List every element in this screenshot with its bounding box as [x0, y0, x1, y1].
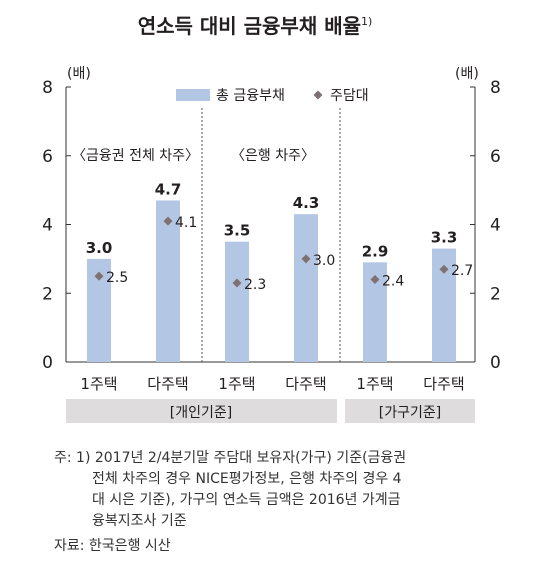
marker-mortgage [301, 254, 311, 264]
y-axis-unit-left: (배) [67, 66, 91, 82]
legend-label-mortgage: 주담대 [330, 88, 369, 104]
chart-title: 연소득 대비 금융부채 배율1) [138, 14, 373, 38]
bar-value-label: 4.7 [155, 180, 182, 198]
bar-total-debt [156, 200, 180, 362]
marker-value-label: 4.1 [175, 215, 197, 231]
y-tick-label-right: 0 [490, 353, 501, 373]
section-label-banks: 〈은행 차주〉 [231, 148, 315, 164]
y-tick-label-left: 0 [42, 353, 53, 373]
marker-value-label: 3.0 [313, 253, 335, 269]
legend-label-total-debt: 총 금융부채 [216, 88, 285, 104]
bar-total-debt [225, 241, 249, 362]
x-category-label: 1주택 [218, 375, 255, 393]
x-category-label: 1주택 [80, 375, 117, 393]
source-note: 자료: 한국은행 시산 [54, 538, 171, 554]
x-category-label: 다주택 [147, 375, 188, 393]
section-label-all-lenders: 〈금융권 전체 차주〉 [72, 148, 199, 164]
bar-value-label: 3.0 [86, 239, 113, 257]
x-category-label: 다주택 [285, 375, 326, 393]
marker-value-label: 2.5 [106, 270, 128, 286]
bar-value-label: 2.9 [362, 242, 389, 260]
x-category-label: 1주택 [356, 375, 393, 393]
marker-value-label: 2.3 [244, 277, 266, 293]
y-tick-label-right: 6 [490, 147, 501, 167]
y-tick-label-left: 8 [42, 78, 53, 98]
legend-swatch-mortgage [313, 90, 323, 100]
group-label-household: [가구기준] [379, 405, 441, 421]
bar-total-debt [294, 214, 318, 362]
group-box-household [345, 399, 475, 423]
marker-mortgage [439, 264, 449, 274]
chart: 연소득 대비 금융부채 배율1) 0 0 2 2 4 4 6 6 8 8 3.0 4.7 3.5 4.3… [42, 14, 501, 423]
y-tick-label-left: 2 [42, 284, 53, 304]
marker-mortgage [163, 216, 173, 226]
y-tick-label-right: 4 [490, 216, 501, 236]
y-tick-label-left: 4 [42, 216, 53, 236]
marker-value-label: 2.7 [451, 263, 473, 279]
legend-swatch-total-debt [176, 89, 210, 101]
group-label-individual: [개인기준] [170, 405, 232, 421]
footnote-line-4: 융복지조사 기준 [92, 513, 187, 529]
marker-mortgage [370, 275, 380, 284]
chart-title-text: 연소득 대비 금융부채 배율 [138, 14, 361, 38]
footnote-line-3: 대 시은 기준), 가구의 연소득 금액은 2016년 가계금 [92, 492, 401, 508]
footnote-line-2: 전체 차주의 경우 NICE평가정보, 은행 차주의 경우 4 [92, 471, 402, 487]
group-box-individual [66, 399, 337, 423]
marker-mortgage [94, 271, 104, 281]
y-axis-unit-right: (배) [455, 66, 479, 82]
x-category-label: 다주택 [423, 375, 464, 393]
chart-title-superscript: 1) [361, 15, 372, 28]
bar-value-label: 4.3 [293, 194, 320, 212]
footnote: 주: 1) 2017년 2/4분기말 주담대 보유자(가구) 기준(금융권 전체… [54, 448, 524, 532]
footnote-line-1: 주: 1) 2017년 2/4분기말 주담대 보유자(가구) 기준(금융권 [54, 450, 407, 466]
y-tick-label-right: 8 [490, 78, 501, 98]
bar-value-label: 3.3 [431, 229, 458, 247]
marker-mortgage [232, 278, 242, 288]
y-tick-label-left: 6 [42, 147, 53, 167]
bar-value-label: 3.5 [224, 222, 251, 240]
marker-value-label: 2.4 [382, 274, 404, 290]
y-tick-label-right: 2 [490, 284, 501, 304]
